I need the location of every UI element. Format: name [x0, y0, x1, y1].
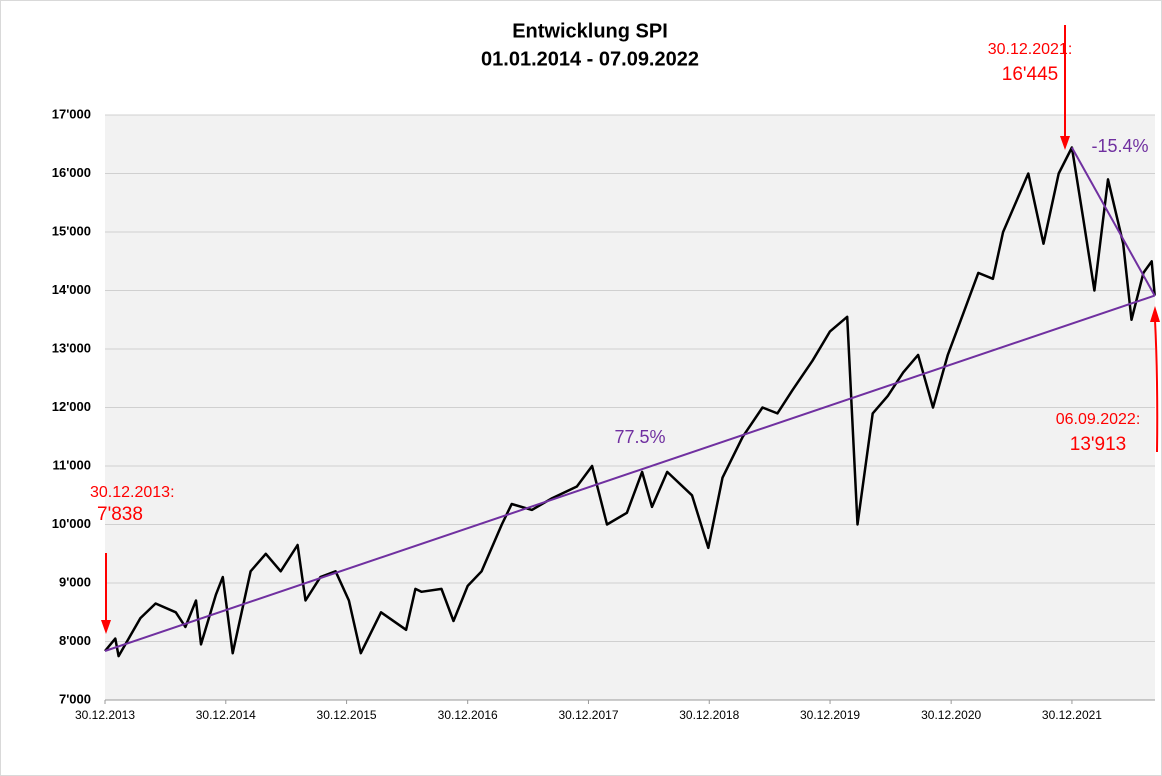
x-tick-label: 30.12.2018: [679, 708, 739, 722]
y-tick-label: 9'000: [59, 574, 91, 589]
arrow-head: [1060, 136, 1070, 150]
y-tick-label: 13'000: [52, 340, 91, 355]
annotation: 7'838: [97, 504, 143, 525]
annotation: 16'445: [1002, 64, 1058, 85]
trend-line: [104, 294, 1156, 652]
index-line: [104, 146, 1156, 658]
annotation: 30.12.2013:: [90, 484, 175, 501]
arrow-head: [101, 620, 111, 634]
x-tick-label: 30.12.2014: [196, 708, 256, 722]
arrow-head: [1150, 306, 1160, 322]
y-tick-label: 10'000: [52, 516, 91, 531]
annotation: 77.5%: [614, 427, 665, 447]
annotation: 13'913: [1070, 434, 1126, 455]
x-tick-label: 30.12.2020: [921, 708, 981, 722]
y-tick-label: 16'000: [52, 165, 91, 180]
arrows: [101, 25, 1160, 634]
y-tick-label: 11'000: [52, 457, 91, 472]
x-tick-label: 30.12.2013: [75, 708, 135, 722]
annotation: -15.4%: [1091, 136, 1148, 156]
x-tick-label: 30.12.2015: [317, 708, 377, 722]
arrow: [1154, 319, 1159, 453]
annotation: 06.09.2022:: [1056, 411, 1141, 428]
x-tick-label: 30.12.2016: [438, 708, 498, 722]
y-tick-label: 15'000: [52, 223, 91, 238]
chart-subtitle: 01.01.2014 - 07.09.2022: [481, 48, 699, 70]
y-tick-label: 14'000: [52, 282, 91, 297]
y-tick-label: 17'000: [52, 106, 91, 121]
x-tick-label: 30.12.2017: [558, 708, 618, 722]
y-tick-label: 7'000: [59, 691, 91, 706]
x-tick-label: 30.12.2021: [1042, 708, 1102, 722]
x-tick-label: 30.12.2019: [800, 708, 860, 722]
annotation: 30.12.2021:: [988, 41, 1073, 58]
trend-line: [1071, 147, 1156, 297]
y-tick-label: 8'000: [59, 633, 91, 648]
y-tick-label: 12'000: [52, 399, 91, 414]
chart-title: Entwicklung SPI: [512, 20, 668, 42]
